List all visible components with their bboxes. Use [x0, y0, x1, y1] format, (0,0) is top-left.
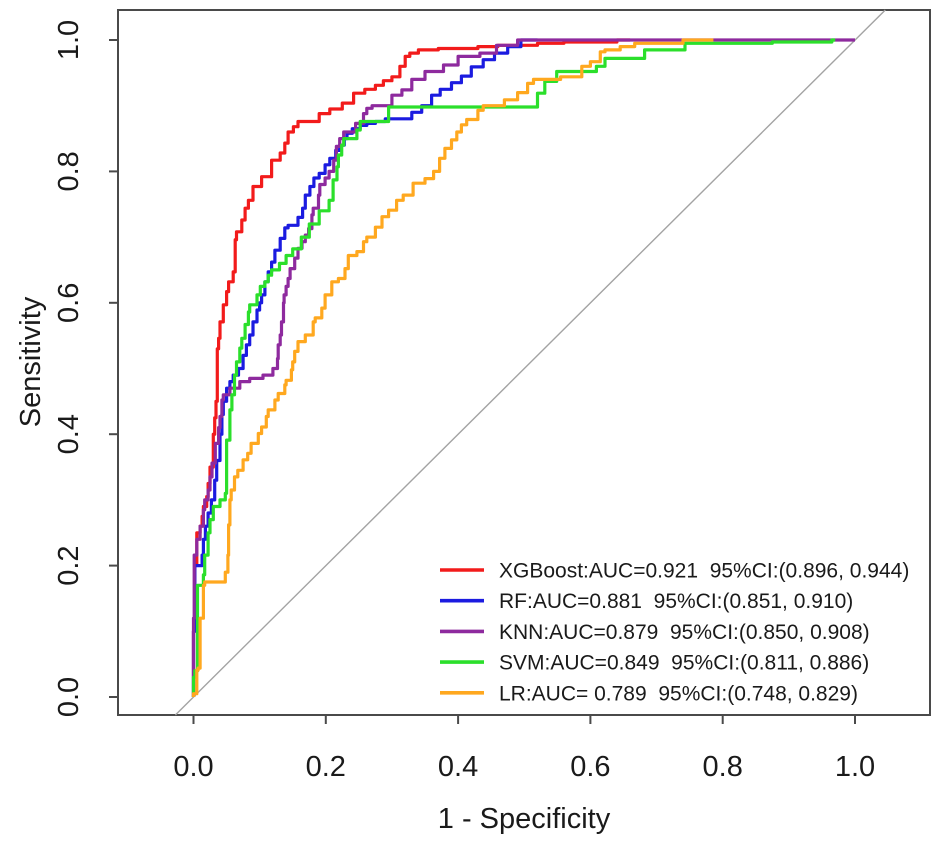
roc-curve-lr	[191, 38, 714, 697]
y-tick-label-0.4: 0.4	[53, 414, 85, 454]
x-axis-title: 1 - Specificity	[438, 803, 611, 835]
legend-item-svm: SVM:AUC=0.849 95%CI:(0.811, 0.886)	[440, 652, 869, 675]
y-tick-label-0.2: 0.2	[53, 545, 85, 585]
x-tick-label-0.2: 0.2	[306, 751, 346, 783]
legend-label-xgboost: XGBoost:AUC=0.921 95%CI:(0.896, 0.944)	[499, 560, 909, 583]
diagonal-reference-line	[174, 9, 886, 716]
x-tick-label-1.0: 1.0	[835, 751, 875, 783]
legend-label-lr: LR:AUC= 0.789 95%CI:(0.748, 0.829)	[499, 682, 858, 705]
y-tick-label-0.6: 0.6	[53, 283, 85, 323]
roc-curves-group	[191, 38, 855, 697]
legend-label-rf: RF:AUC=0.881 95%CI:(0.851, 0.910)	[499, 590, 853, 613]
x-tick-label-0.6: 0.6	[570, 751, 610, 783]
y-tick-label-0.8: 0.8	[53, 151, 85, 191]
legend-item-rf: RF:AUC=0.881 95%CI:(0.851, 0.910)	[440, 590, 853, 613]
x-axis-tick-labels: 0.0 0.2 0.4 0.6 0.8 1.0	[173, 751, 875, 783]
x-tick-label-0.4: 0.4	[438, 751, 478, 783]
y-tick-label-0.0: 0.0	[53, 677, 85, 717]
legend-label-svm: SVM:AUC=0.849 95%CI:(0.811, 0.886)	[499, 652, 869, 675]
legend: XGBoost:AUC=0.921 95%CI:(0.896, 0.944) R…	[440, 560, 909, 705]
legend-item-xgboost: XGBoost:AUC=0.921 95%CI:(0.896, 0.944)	[440, 560, 909, 583]
plot-box	[117, 9, 931, 716]
x-tick-label-0.8: 0.8	[703, 751, 743, 783]
y-axis-title: Sensitivity	[15, 296, 47, 427]
axis-tick-marks	[109, 39, 856, 724]
legend-label-knn: KNN:AUC=0.879 95%CI:(0.850, 0.908)	[499, 621, 870, 644]
roc-curve-rf	[191, 38, 538, 697]
legend-item-lr: LR:AUC= 0.789 95%CI:(0.748, 0.829)	[440, 682, 858, 705]
y-tick-label-1.0: 1.0	[53, 20, 85, 60]
legend-item-knn: KNN:AUC=0.879 95%CI:(0.850, 0.908)	[440, 621, 870, 644]
y-axis-tick-labels: 0.0 0.2 0.4 0.6 0.8 1.0	[53, 20, 85, 717]
roc-curve-svm	[191, 38, 836, 697]
x-tick-label-0.0: 0.0	[173, 751, 213, 783]
